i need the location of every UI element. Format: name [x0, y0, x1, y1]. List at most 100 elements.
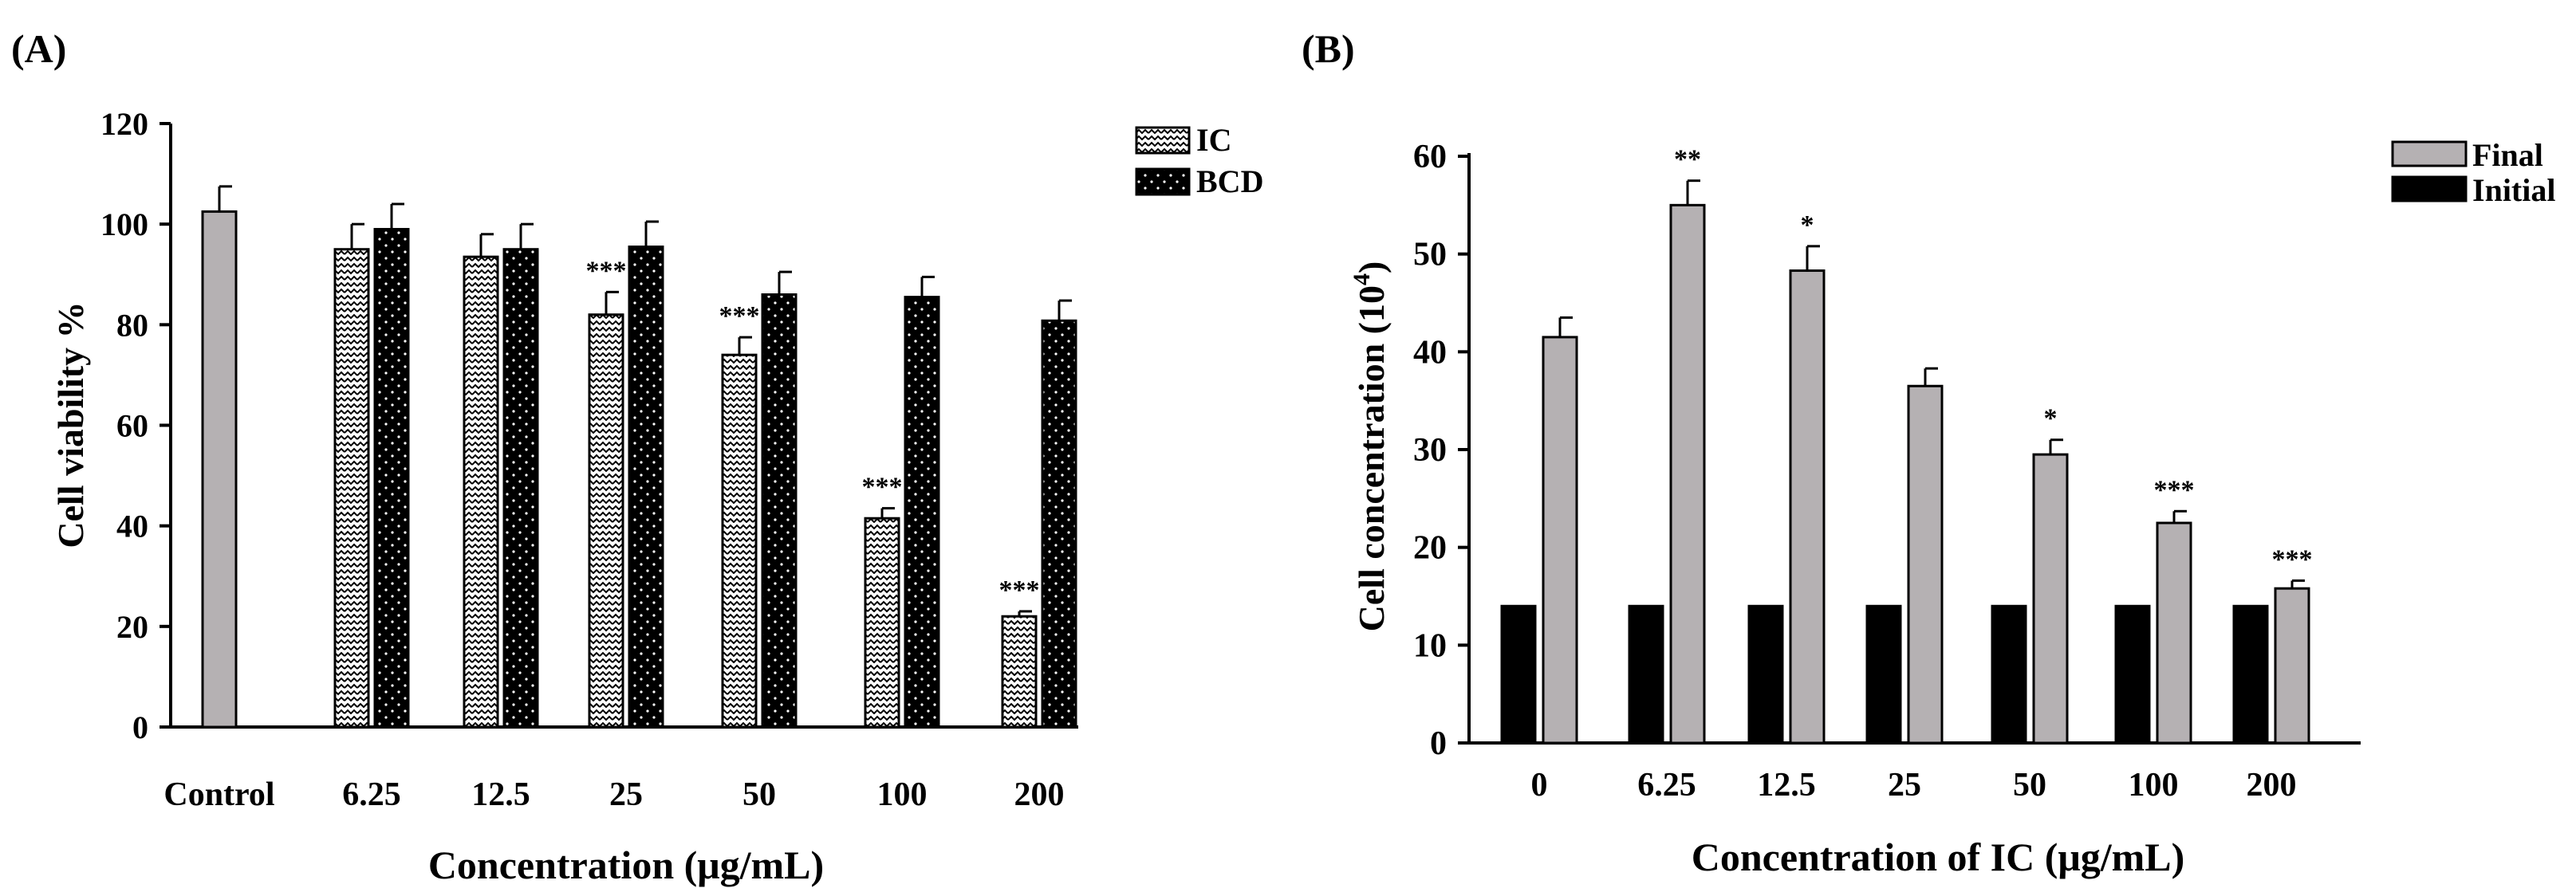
panel-a-x-tick-label: 50	[742, 776, 776, 813]
panel-b-bar-initial-100	[2114, 604, 2151, 745]
panel-b-bar-final-0	[1542, 336, 1578, 745]
panel-a-error-bar	[350, 222, 364, 250]
legend-swatch-initial	[2391, 175, 2468, 202]
panel_a-y-tick-label: 40	[116, 509, 148, 544]
panel-a-bar-bcd-200	[1041, 319, 1077, 729]
panel_a-y-tick-label: 100	[100, 206, 148, 242]
panel_b-y-tick-label: 30	[1413, 432, 1447, 469]
panel-b-y-axis-label-main: Cell concentration (10	[1351, 285, 1392, 631]
panel-a-error-bar	[1018, 610, 1032, 617]
panel-b-x-tick-label: 200	[2247, 767, 2297, 804]
panel-a-bar-ic-12.5	[463, 255, 499, 729]
panel-b-error-bar	[2172, 509, 2187, 523]
panel-a-significance-marker: ***	[862, 473, 903, 502]
panel-b-x-ticks: 0 6.25 12.5 25 50 100 200	[1531, 767, 2297, 804]
panel-b-y-axis-label-suffix: )	[1351, 261, 1392, 273]
panel-b-y-axis-label-exponent: 4	[1349, 273, 1375, 285]
panel-b-bar-initial-12.5	[1747, 604, 1784, 745]
panel-b-x-tick-label: 6.25	[1637, 767, 1696, 804]
panel-a-x-ticks: Control 6.25 12.5 25 50 100 200	[163, 776, 1064, 813]
legend-label-bcd: BCD	[1196, 163, 1263, 199]
panel_a-y-tick-label: 60	[116, 408, 148, 444]
panel-b-bar-initial-6.25	[1628, 604, 1664, 745]
panel-b-error-bar	[1686, 179, 1700, 206]
panel-a-x-tick-label: 25	[609, 776, 643, 813]
panel-a-significance-marker: ***	[586, 256, 627, 285]
panel-b-x-tick-label: 12.5	[1757, 767, 1816, 804]
panel-a-error-bar	[1058, 299, 1072, 321]
panel-a-bar-bcd-50	[761, 293, 798, 729]
panel-a-error-bar	[738, 336, 752, 356]
panel_b-y-tick-label: 50	[1413, 237, 1447, 273]
legend-swatch-ic	[1135, 126, 1191, 155]
panel-b-x-tick-label: 0	[1531, 767, 1548, 804]
panel-b-bar-initial-0	[1500, 604, 1537, 745]
panel-a-error-bar	[880, 507, 895, 519]
panel-b-significance-marker: **	[1674, 145, 1701, 175]
panel-b-error-bar	[1558, 316, 1573, 337]
panel-a-error-bar	[390, 202, 404, 230]
panel-b-bar-initial-200	[2232, 604, 2269, 745]
panel-a-y-ticks: 0 20 40 60 80 100 120	[100, 106, 171, 745]
panel-a-bars: *** *** *** ***	[201, 185, 1077, 729]
panel-b-bars: **********	[1500, 145, 2313, 745]
legend-label-final: Final	[2472, 137, 2543, 173]
panel-b-x-tick-label: 100	[2129, 767, 2179, 804]
panel-b-significance-marker: ***	[2272, 544, 2313, 574]
panel-b-significance-marker: *	[2044, 404, 2058, 434]
panel-a-significance-marker: ***	[999, 576, 1040, 605]
panel-a-significance-marker: ***	[719, 301, 760, 331]
panel-a-error-bar	[778, 270, 792, 295]
panel-b-bar-initial-25	[1865, 604, 1902, 745]
panel-b-significance-marker: *	[1801, 210, 1814, 240]
panel-a-bar-control-Control	[201, 210, 238, 729]
panel-a-x-tick-label: 200	[1014, 776, 1065, 813]
panel-b-bar-final-25	[1907, 384, 1944, 745]
panel-a-bar-ic-50	[721, 353, 758, 729]
panel-b-y-axis-label: Cell concentration (104)	[1349, 261, 1392, 632]
panel-b-bar-final-50	[2032, 453, 2069, 745]
panel-a-bar-ic-200	[1001, 615, 1038, 729]
legend-label-initial: Initial	[2472, 172, 2555, 208]
panel-a-bar-ic-6.25	[333, 248, 370, 729]
panel-a-bar-bcd-25	[628, 246, 664, 729]
legend-swatch-final	[2391, 140, 2468, 167]
panel-b-error-bar	[1806, 245, 1820, 271]
panel_b-y-tick-label: 20	[1413, 530, 1447, 567]
panel-a-legend: IC BCD	[1135, 122, 1263, 199]
panel-a-x-tick-label: 12.5	[471, 776, 530, 813]
panel-b-bar-final-6.25	[1669, 203, 1706, 745]
panel-a-bar-bcd-6.25	[373, 227, 410, 729]
panel_a-y-tick-label: 20	[116, 609, 148, 645]
panel-b-bar-final-100	[2156, 521, 2192, 745]
panel_b-y-tick-label: 10	[1413, 627, 1447, 664]
panel_a-y-tick-label: 120	[100, 106, 148, 142]
panel_b-y-tick-label: 0	[1430, 725, 1447, 762]
panel-b-significance-marker: ***	[2154, 475, 2195, 505]
panel-a-error-bar	[644, 220, 659, 247]
panel-b-error-bar	[2049, 438, 2063, 455]
panel-a-error-bar	[218, 185, 232, 212]
panel-b-x-tick-label: 50	[2013, 767, 2046, 804]
panel-a-error-bar	[479, 233, 494, 257]
panel-b-x-axis-label: Concentration of IC (μg/mL)	[1692, 835, 2185, 879]
panel-a: (A) 0 20 40 60 80 100 120 *** *** *** *** Control…	[11, 26, 1263, 887]
panel-a-label: (A)	[11, 26, 66, 71]
panel-b-error-bar	[1924, 367, 1938, 387]
panel-a-x-axis-label: Concentration (μg/mL)	[428, 843, 824, 887]
panel-a-bar-bcd-100	[904, 296, 940, 729]
panel-a-bar-bcd-12.5	[502, 248, 539, 729]
panel-b-legend: Final Initial	[2391, 137, 2555, 208]
panel-a-y-axis-label: Cell viability %	[50, 301, 91, 548]
panel_a-y-tick-label: 80	[116, 307, 148, 343]
panel-b-error-bar	[2290, 579, 2305, 589]
panel-b-bar-initial-50	[1991, 604, 2027, 745]
panel-a-x-tick-label: Control	[163, 776, 274, 813]
panel-b-y-ticks: 0 10 20 30 40 50 60	[1413, 139, 1469, 762]
panel-a-bar-ic-100	[864, 517, 900, 729]
panel_a-y-tick-label: 0	[132, 709, 148, 745]
legend-swatch-bcd	[1135, 167, 1191, 196]
panel-a-error-bar	[519, 222, 534, 250]
panel-b-x-tick-label: 25	[1888, 767, 1921, 804]
